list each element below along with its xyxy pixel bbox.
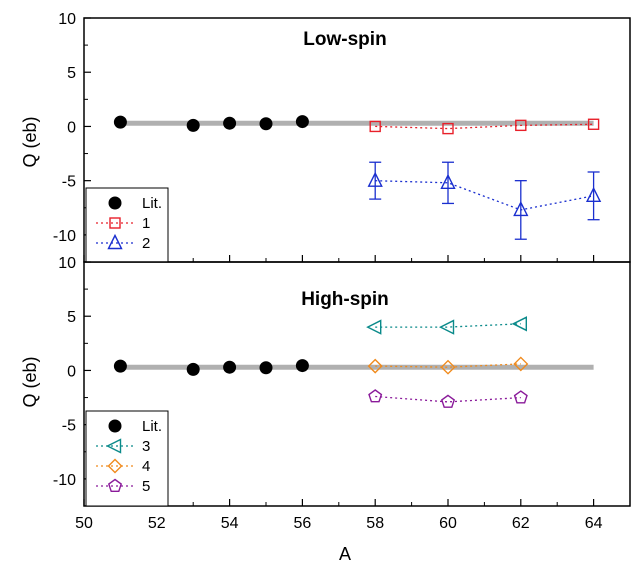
legend-marker <box>107 458 123 474</box>
series-2 <box>367 161 602 240</box>
legend-label: Lit. <box>142 195 162 212</box>
series-5 <box>368 389 528 408</box>
panel-title-low-spin: Low-spin <box>303 29 386 50</box>
legend-label: 3 <box>142 438 150 455</box>
x-tick-label: 64 <box>585 515 603 532</box>
panel-low-spin: Low-spin Q (eb) 10 5 0 -5 -10 Lit. 1 2 <box>20 11 631 263</box>
legend-marker <box>107 233 123 250</box>
data-point <box>440 359 456 375</box>
data-point <box>186 362 200 376</box>
legend-label: 1 <box>142 215 150 232</box>
series-line <box>375 180 594 211</box>
y-tick-label: 0 <box>67 363 76 380</box>
data-point <box>295 115 309 129</box>
data-point <box>585 186 602 203</box>
y-tick-label: 10 <box>58 255 76 272</box>
x-tick-label: 56 <box>294 515 312 532</box>
data-point <box>587 118 600 130</box>
plot-frame-high-spin <box>83 261 631 507</box>
data-point <box>367 171 383 187</box>
legend-marker <box>108 196 122 210</box>
y-tick-label: 10 <box>58 11 76 28</box>
legend-label: Lit. <box>142 418 162 435</box>
data-point <box>442 122 454 135</box>
data-point <box>295 359 309 373</box>
legend-marker <box>109 217 121 229</box>
y-tick-label: 5 <box>67 65 76 82</box>
data-point <box>513 390 528 404</box>
data-point <box>369 120 381 133</box>
data-point <box>367 358 383 374</box>
y-tick-label: -5 <box>62 174 76 191</box>
y-axis-label-low-spin: Q (eb) <box>20 116 40 167</box>
data-point <box>515 119 527 132</box>
data-point <box>113 359 127 373</box>
x-tick-label: 54 <box>221 515 239 532</box>
series-line <box>375 363 521 368</box>
data-point <box>513 356 529 372</box>
data-point <box>513 200 529 217</box>
x-tick-label: 52 <box>148 515 166 532</box>
legend-marker <box>105 438 122 454</box>
legend-marker <box>107 478 123 492</box>
y-axis-label-high-spin: Q (eb) <box>20 356 40 407</box>
y-tick-label: 5 <box>67 309 76 326</box>
panel-title-high-spin: High-spin <box>301 289 389 310</box>
legend-box-low-spin <box>85 187 169 263</box>
x-tick-label: 62 <box>512 515 530 532</box>
y-tick-label: 0 <box>67 119 76 136</box>
series-group-low-spin <box>113 115 602 240</box>
legend-label: 2 <box>142 235 150 252</box>
legend-high-spin: Lit. 3 4 5 <box>85 410 169 507</box>
legend-label: 5 <box>142 478 150 495</box>
x-tick-label: 58 <box>366 515 384 532</box>
data-point <box>368 389 383 403</box>
series-line <box>375 123 594 130</box>
series-3 <box>366 316 527 335</box>
x-tick-label: 60 <box>439 515 457 532</box>
x-axis-label: A <box>339 544 351 564</box>
y-tick-label: -10 <box>53 472 76 489</box>
data-point <box>511 316 527 332</box>
legend-low-spin: Lit. 1 2 <box>85 187 169 263</box>
series-line <box>375 323 521 328</box>
data-point <box>438 319 455 335</box>
legend-marker <box>108 419 122 433</box>
y-tick-label: -5 <box>62 418 76 435</box>
series-1 <box>369 118 600 135</box>
data-point <box>223 360 237 374</box>
series-lit- <box>113 115 309 132</box>
data-point <box>440 394 456 408</box>
series-4 <box>367 356 529 375</box>
data-point <box>186 118 200 132</box>
legend-box-high-spin <box>85 410 169 507</box>
x-tick-label: 50 <box>75 515 93 532</box>
legend-label: 4 <box>142 458 150 475</box>
series-line <box>375 395 521 403</box>
data-point <box>113 115 127 129</box>
data-point <box>259 117 273 131</box>
series-group-high-spin <box>113 316 529 408</box>
data-point <box>366 319 382 335</box>
data-point <box>440 173 456 190</box>
y-tick-label: -10 <box>53 228 76 245</box>
data-point <box>259 361 273 375</box>
series-lit- <box>113 359 309 376</box>
data-point <box>223 116 237 130</box>
